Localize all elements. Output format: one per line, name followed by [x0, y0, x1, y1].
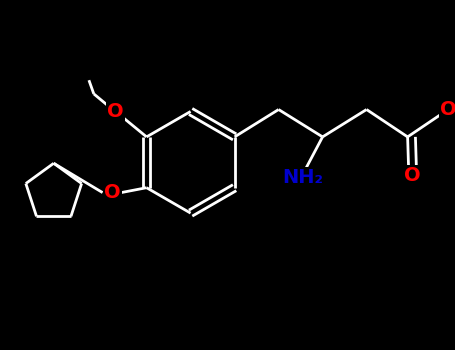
Text: O: O — [404, 167, 421, 186]
Text: O: O — [107, 102, 124, 121]
Text: O: O — [104, 183, 121, 202]
Text: NH₂: NH₂ — [283, 168, 324, 188]
Text: O: O — [440, 100, 455, 119]
